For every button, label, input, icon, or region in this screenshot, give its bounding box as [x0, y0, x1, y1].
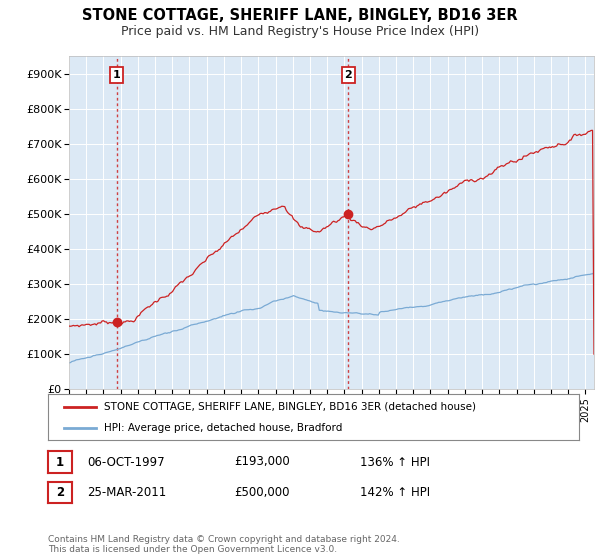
Text: 1: 1: [56, 455, 64, 469]
Text: £500,000: £500,000: [234, 486, 290, 500]
Text: Price paid vs. HM Land Registry's House Price Index (HPI): Price paid vs. HM Land Registry's House …: [121, 25, 479, 38]
Text: HPI: Average price, detached house, Bradford: HPI: Average price, detached house, Brad…: [104, 423, 342, 433]
Text: Contains HM Land Registry data © Crown copyright and database right 2024.
This d: Contains HM Land Registry data © Crown c…: [48, 535, 400, 554]
Text: 1: 1: [113, 70, 121, 80]
Text: 136% ↑ HPI: 136% ↑ HPI: [360, 455, 430, 469]
Text: 2: 2: [344, 70, 352, 80]
Text: STONE COTTAGE, SHERIFF LANE, BINGLEY, BD16 3ER (detached house): STONE COTTAGE, SHERIFF LANE, BINGLEY, BD…: [104, 402, 476, 412]
Text: £193,000: £193,000: [234, 455, 290, 469]
Text: 25-MAR-2011: 25-MAR-2011: [87, 486, 166, 500]
Text: 06-OCT-1997: 06-OCT-1997: [87, 455, 164, 469]
Text: 142% ↑ HPI: 142% ↑ HPI: [360, 486, 430, 500]
Text: 2: 2: [56, 486, 64, 500]
Text: STONE COTTAGE, SHERIFF LANE, BINGLEY, BD16 3ER: STONE COTTAGE, SHERIFF LANE, BINGLEY, BD…: [82, 8, 518, 24]
